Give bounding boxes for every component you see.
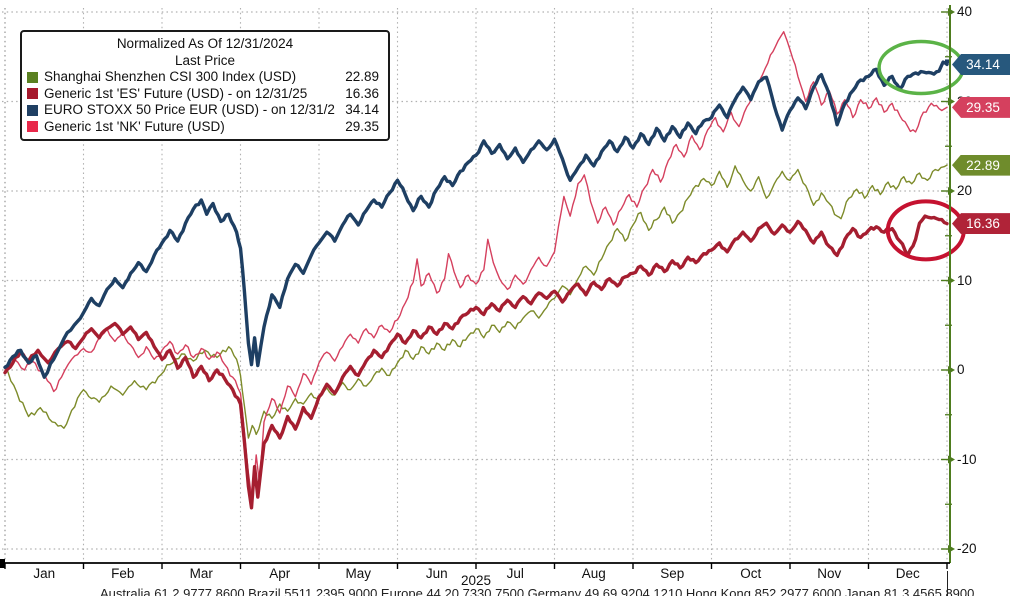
y-axis-label: 10 <box>957 272 973 288</box>
year-separator-tick <box>947 571 948 596</box>
legend-swatch-icon <box>27 121 38 133</box>
x-axis-month-label: Oct <box>740 566 762 581</box>
legend-item-value: 34.14 <box>345 102 379 117</box>
y-axis-label: -10 <box>957 451 977 467</box>
x-axis-month-label: May <box>345 566 371 581</box>
x-axis-month-label: Sep <box>660 566 685 581</box>
y-tick-arrow-icon <box>948 366 955 374</box>
legend-item-label: Shanghai Shenzhen CSI 300 Index (USD) <box>44 69 297 84</box>
x-axis-month-label: Nov <box>817 566 842 581</box>
legend-item: EURO STOXX 50 Price EUR (USD) - on 12/31… <box>22 102 388 119</box>
last-price-badge: 29.35 <box>952 96 1010 118</box>
legend-item-value: 29.35 <box>345 118 379 134</box>
y-axis-label: 20 <box>957 183 973 198</box>
x-axis-month-label: Jun <box>425 566 448 581</box>
last-point-marker <box>945 59 949 64</box>
legend-item: Generic 1st 'NK' Future (USD) 29.35 <box>22 119 388 136</box>
legend-item-value: 22.89 <box>345 69 379 84</box>
legend-item-label: EURO STOXX 50 Price EUR (USD) - on 12/31… <box>44 102 335 117</box>
last-price-badge: 16.36 <box>952 213 1010 235</box>
last-price-badge: 22.89 <box>952 154 1010 176</box>
legend-swatch-icon <box>27 71 38 83</box>
legend-item-value: 16.36 <box>345 85 379 101</box>
x-axis-month-label: Mar <box>189 566 213 581</box>
x-axis-month-label: Apr <box>269 566 291 581</box>
y-tick-arrow-icon <box>948 455 955 464</box>
y-axis-label: 40 <box>957 4 973 19</box>
y-tick-arrow-icon <box>948 97 955 106</box>
legend-swatch-icon <box>27 104 38 116</box>
y-tick-arrow-icon <box>948 8 955 16</box>
x-axis-month-label: Jan <box>33 566 56 581</box>
footer-disclaimer-cropped: Australia 61 2 9777 8600 Brazil 5511 239… <box>100 585 1010 596</box>
x-axis-year-label: 2025 <box>460 573 492 588</box>
x-axis-month-label: Feb <box>111 566 135 581</box>
axis-origin-tick <box>0 559 5 568</box>
legend-rows: Shanghai Shenzhen CSI 300 Index (USD) 22.… <box>22 69 388 135</box>
legend-subtitle: Last Price <box>174 53 236 68</box>
legend-swatch-icon <box>27 88 38 100</box>
x-axis-month-label: Aug <box>581 566 606 581</box>
x-axis-month-label: Jul <box>506 566 524 581</box>
y-tick-arrow-icon <box>948 276 955 285</box>
legend-box: Normalized As Of 12/31/2024 Last Price S… <box>20 30 390 141</box>
series-line-generic-1st-nk-future-usd <box>4 31 948 504</box>
legend-item-label: Generic 1st 'NK' Future (USD) <box>44 118 225 134</box>
legend-item: Generic 1st 'ES' Future (USD) - on 12/31… <box>22 86 388 103</box>
legend-item-label: Generic 1st 'ES' Future (USD) - on 12/31… <box>44 85 308 101</box>
y-tick-arrow-icon <box>948 545 955 553</box>
last-price-badge: 34.14 <box>952 53 1010 75</box>
red-ellipse-annotation <box>885 199 966 262</box>
y-tick-arrow-icon <box>948 187 955 195</box>
x-axis-month-label: Dec <box>895 566 920 581</box>
footer-text: Australia 61 2 9777 8600 Brazil 5511 239… <box>100 586 975 596</box>
legend-item: Shanghai Shenzhen CSI 300 Index (USD) 22.… <box>22 69 388 86</box>
y-axis-label: -20 <box>957 541 977 556</box>
y-axis-label: 0 <box>957 362 965 377</box>
series-line-generic-1st-es-future-usd <box>3 214 949 510</box>
series-line-euro-stoxx-50-price-eur-usd <box>3 60 949 379</box>
legend-title: Normalized As Of 12/31/2024 <box>116 36 294 51</box>
